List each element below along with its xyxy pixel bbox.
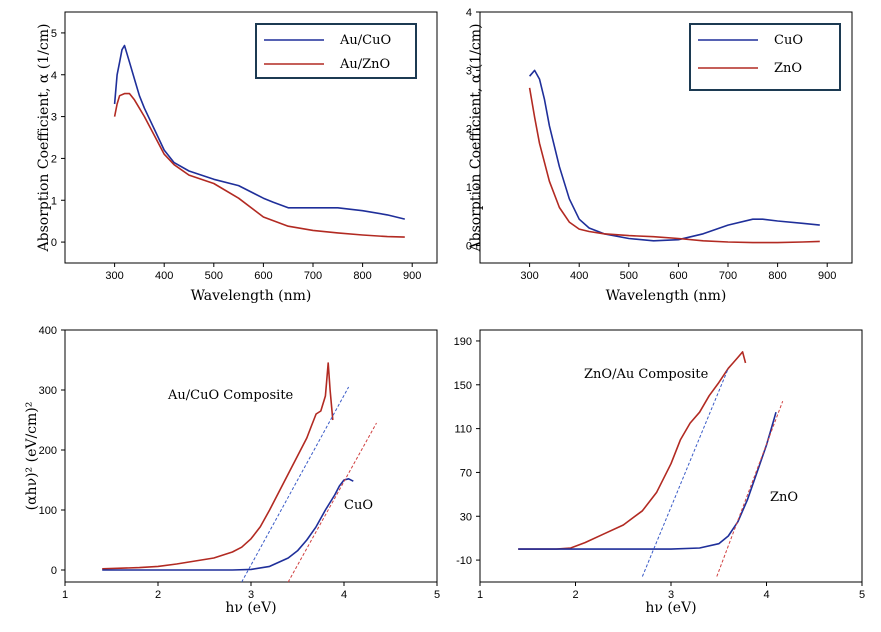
chart-4: 1 2 3 4 5 -10 30 70 110 150 190 hν (eV) ZnO/Au Compo… xyxy=(454,329,865,616)
annotation-label: Au/CuO Composite xyxy=(167,388,294,403)
y-tick-label: 2 xyxy=(466,124,472,136)
x-tick-label: 2 xyxy=(155,589,161,601)
y-tick-label: 300 xyxy=(39,385,57,397)
annotation-label: ZnO/Au Composite xyxy=(584,367,709,382)
x-tick-label: 300 xyxy=(520,270,538,282)
series-line-1 xyxy=(518,411,777,550)
y-tick-label: 200 xyxy=(39,445,57,457)
y-tick-label: 400 xyxy=(39,325,57,337)
x-axis-label: hν (eV) xyxy=(225,600,276,616)
y-tick-label: -10 xyxy=(456,555,472,567)
x-tick-label: 600 xyxy=(254,270,272,282)
y-tick-label: 100 xyxy=(39,505,57,517)
y-axis-label: Absorption Coefficient, α (1/cm) xyxy=(36,24,52,253)
y-tick-label: 1 xyxy=(466,182,472,194)
y-axis-label: (αhν)² (eV/cm)² xyxy=(24,402,40,511)
legend-label: CuO xyxy=(774,33,803,48)
x-tick-label: 700 xyxy=(304,270,322,282)
x-tick-label: 600 xyxy=(669,270,687,282)
y-tick-label: 5 xyxy=(51,28,57,40)
series-line-1 xyxy=(113,92,405,238)
annotation-label: ZnO xyxy=(770,490,798,505)
legend-label: Au/CuO xyxy=(339,33,391,48)
y-tick-label: 0 xyxy=(51,565,57,577)
x-tick-label: 3 xyxy=(668,589,674,601)
y-tick-label: 190 xyxy=(454,336,472,348)
series-line-fit-2 xyxy=(241,386,350,583)
y-tick-label: 150 xyxy=(454,380,472,392)
x-tick-label: 1 xyxy=(62,589,68,601)
x-tick-label: 700 xyxy=(719,270,737,282)
series-line-0 xyxy=(113,44,405,220)
chart-2: 300 400 500 600 700 800 900 0 1 2 3 4 Wavelength (nm… xyxy=(466,7,853,304)
x-tick-label: 5 xyxy=(434,589,440,601)
legend: Au/CuO Au/ZnO xyxy=(255,23,417,79)
legend: CuO ZnO xyxy=(689,23,841,91)
series-line-0 xyxy=(528,69,820,242)
x-tick-label: 800 xyxy=(768,270,786,282)
x-tick-label: 300 xyxy=(105,270,123,282)
annotation-label: CuO xyxy=(344,498,373,513)
x-tick-label: 1 xyxy=(477,589,483,601)
y-tick-label: 0 xyxy=(51,237,57,249)
legend-box xyxy=(255,23,417,79)
x-tick-label: 4 xyxy=(763,589,769,601)
y-tick-label: 110 xyxy=(454,424,472,436)
x-tick-label: 900 xyxy=(818,270,836,282)
x-tick-label: 400 xyxy=(155,270,173,282)
x-tick-label: 500 xyxy=(620,270,638,282)
x-axis-label: Wavelength (nm) xyxy=(191,288,312,304)
plot-frame xyxy=(64,11,438,264)
series-line-fit-3 xyxy=(716,401,784,577)
y-axis-label: Absorption Coefficient, α (1/cm) xyxy=(468,24,484,253)
y-tick-label: 4 xyxy=(51,70,57,82)
x-tick-label: 400 xyxy=(570,270,588,282)
series-line-fit-2 xyxy=(641,368,729,577)
x-tick-label: 3 xyxy=(248,589,254,601)
legend-box xyxy=(689,23,841,91)
x-tick-label: 4 xyxy=(341,589,347,601)
x-tick-label: 5 xyxy=(859,589,865,601)
y-tick-label: 2 xyxy=(51,153,57,165)
x-tick-label: 800 xyxy=(353,270,371,282)
y-tick-label: 3 xyxy=(51,112,57,124)
legend-label: ZnO xyxy=(774,61,802,76)
x-tick-label: 2 xyxy=(572,589,578,601)
x-axis-label: hν (eV) xyxy=(645,600,696,616)
y-tick-label: 0 xyxy=(466,240,472,252)
y-tick-label: 3 xyxy=(466,65,472,77)
chart-3: 1 2 3 4 5 0 100 200 300 400 hν (eV) (αhν)² (eV/cm)²… xyxy=(24,325,440,616)
series-line-1 xyxy=(528,87,820,244)
series-line-0 xyxy=(102,362,334,570)
series-line-fit-3 xyxy=(287,422,377,583)
y-tick-label: 1 xyxy=(51,195,57,207)
series-line-1 xyxy=(102,477,354,571)
x-tick-label: 500 xyxy=(205,270,223,282)
y-tick-label: 4 xyxy=(466,7,472,19)
plot-frame xyxy=(64,329,438,583)
series-line-0 xyxy=(518,351,747,550)
legend-label: Au/ZnO xyxy=(339,57,390,72)
chart-1: 300 400 500 600 700 800 900 0 1 2 3 4 5 Wavelength (n… xyxy=(36,11,438,304)
y-tick-label: 30 xyxy=(460,511,472,523)
x-tick-label: 900 xyxy=(403,270,421,282)
y-tick-label: 70 xyxy=(460,467,472,479)
x-axis-label: Wavelength (nm) xyxy=(606,288,727,304)
plot-frame xyxy=(479,11,853,264)
